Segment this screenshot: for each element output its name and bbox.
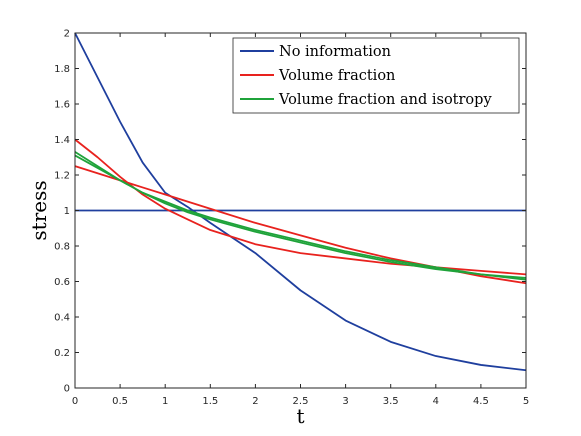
x-axis-label: t bbox=[296, 404, 304, 428]
y-tick-label: 1.8 bbox=[54, 64, 70, 75]
x-tick-label: 0.5 bbox=[112, 396, 128, 407]
y-tick-label: 0.2 bbox=[54, 348, 70, 359]
legend-label-volume-fraction-isotropy: Volume fraction and isotropy bbox=[278, 92, 492, 108]
legend-box bbox=[232, 37, 520, 114]
x-tick-label: 3.5 bbox=[383, 396, 399, 407]
y-tick-label: 1 bbox=[64, 206, 70, 217]
x-tick-label: 0 bbox=[72, 396, 78, 407]
x-tick-label: 1 bbox=[162, 396, 168, 407]
series-line-5 bbox=[74, 154, 527, 281]
x-tick-label: 4.5 bbox=[473, 396, 489, 407]
y-tick-label: 0.4 bbox=[54, 313, 70, 324]
y-tick-label: 0 bbox=[64, 384, 70, 395]
x-tick-label: 2.5 bbox=[293, 396, 309, 407]
x-tick-label: 1.5 bbox=[202, 396, 218, 407]
legend-label-no-information: No information bbox=[279, 44, 391, 60]
x-tick-label: 4 bbox=[433, 396, 439, 407]
y-tick-label: 1.4 bbox=[54, 135, 70, 146]
series-line-3 bbox=[74, 165, 527, 285]
series-lines bbox=[74, 32, 527, 372]
y-tick-label: 2 bbox=[64, 29, 70, 40]
x-tick-label: 5 bbox=[523, 396, 529, 407]
legend-label-volume-fraction: Volume fraction bbox=[278, 68, 395, 84]
y-tick-label: 1.2 bbox=[54, 171, 70, 182]
x-tick-label: 3 bbox=[342, 396, 348, 407]
series-line-4 bbox=[74, 138, 527, 276]
axis-ticks: 0 0.5 1 1.5 2 2.5 3 3.5 4 4.5 5 0 0.2 0.4 0.6 0.8 1 1.2 1.… bbox=[54, 29, 529, 408]
x-tick-label: 2 bbox=[252, 396, 258, 407]
y-tick-label: 0.6 bbox=[54, 277, 70, 288]
series-line-6 bbox=[74, 151, 527, 279]
y-axis-label: stress bbox=[27, 180, 51, 240]
legend: No information Volume fraction Volume fr… bbox=[232, 37, 520, 114]
y-tick-label: 1.6 bbox=[54, 100, 70, 111]
y-tick-label: 0.8 bbox=[54, 242, 70, 253]
